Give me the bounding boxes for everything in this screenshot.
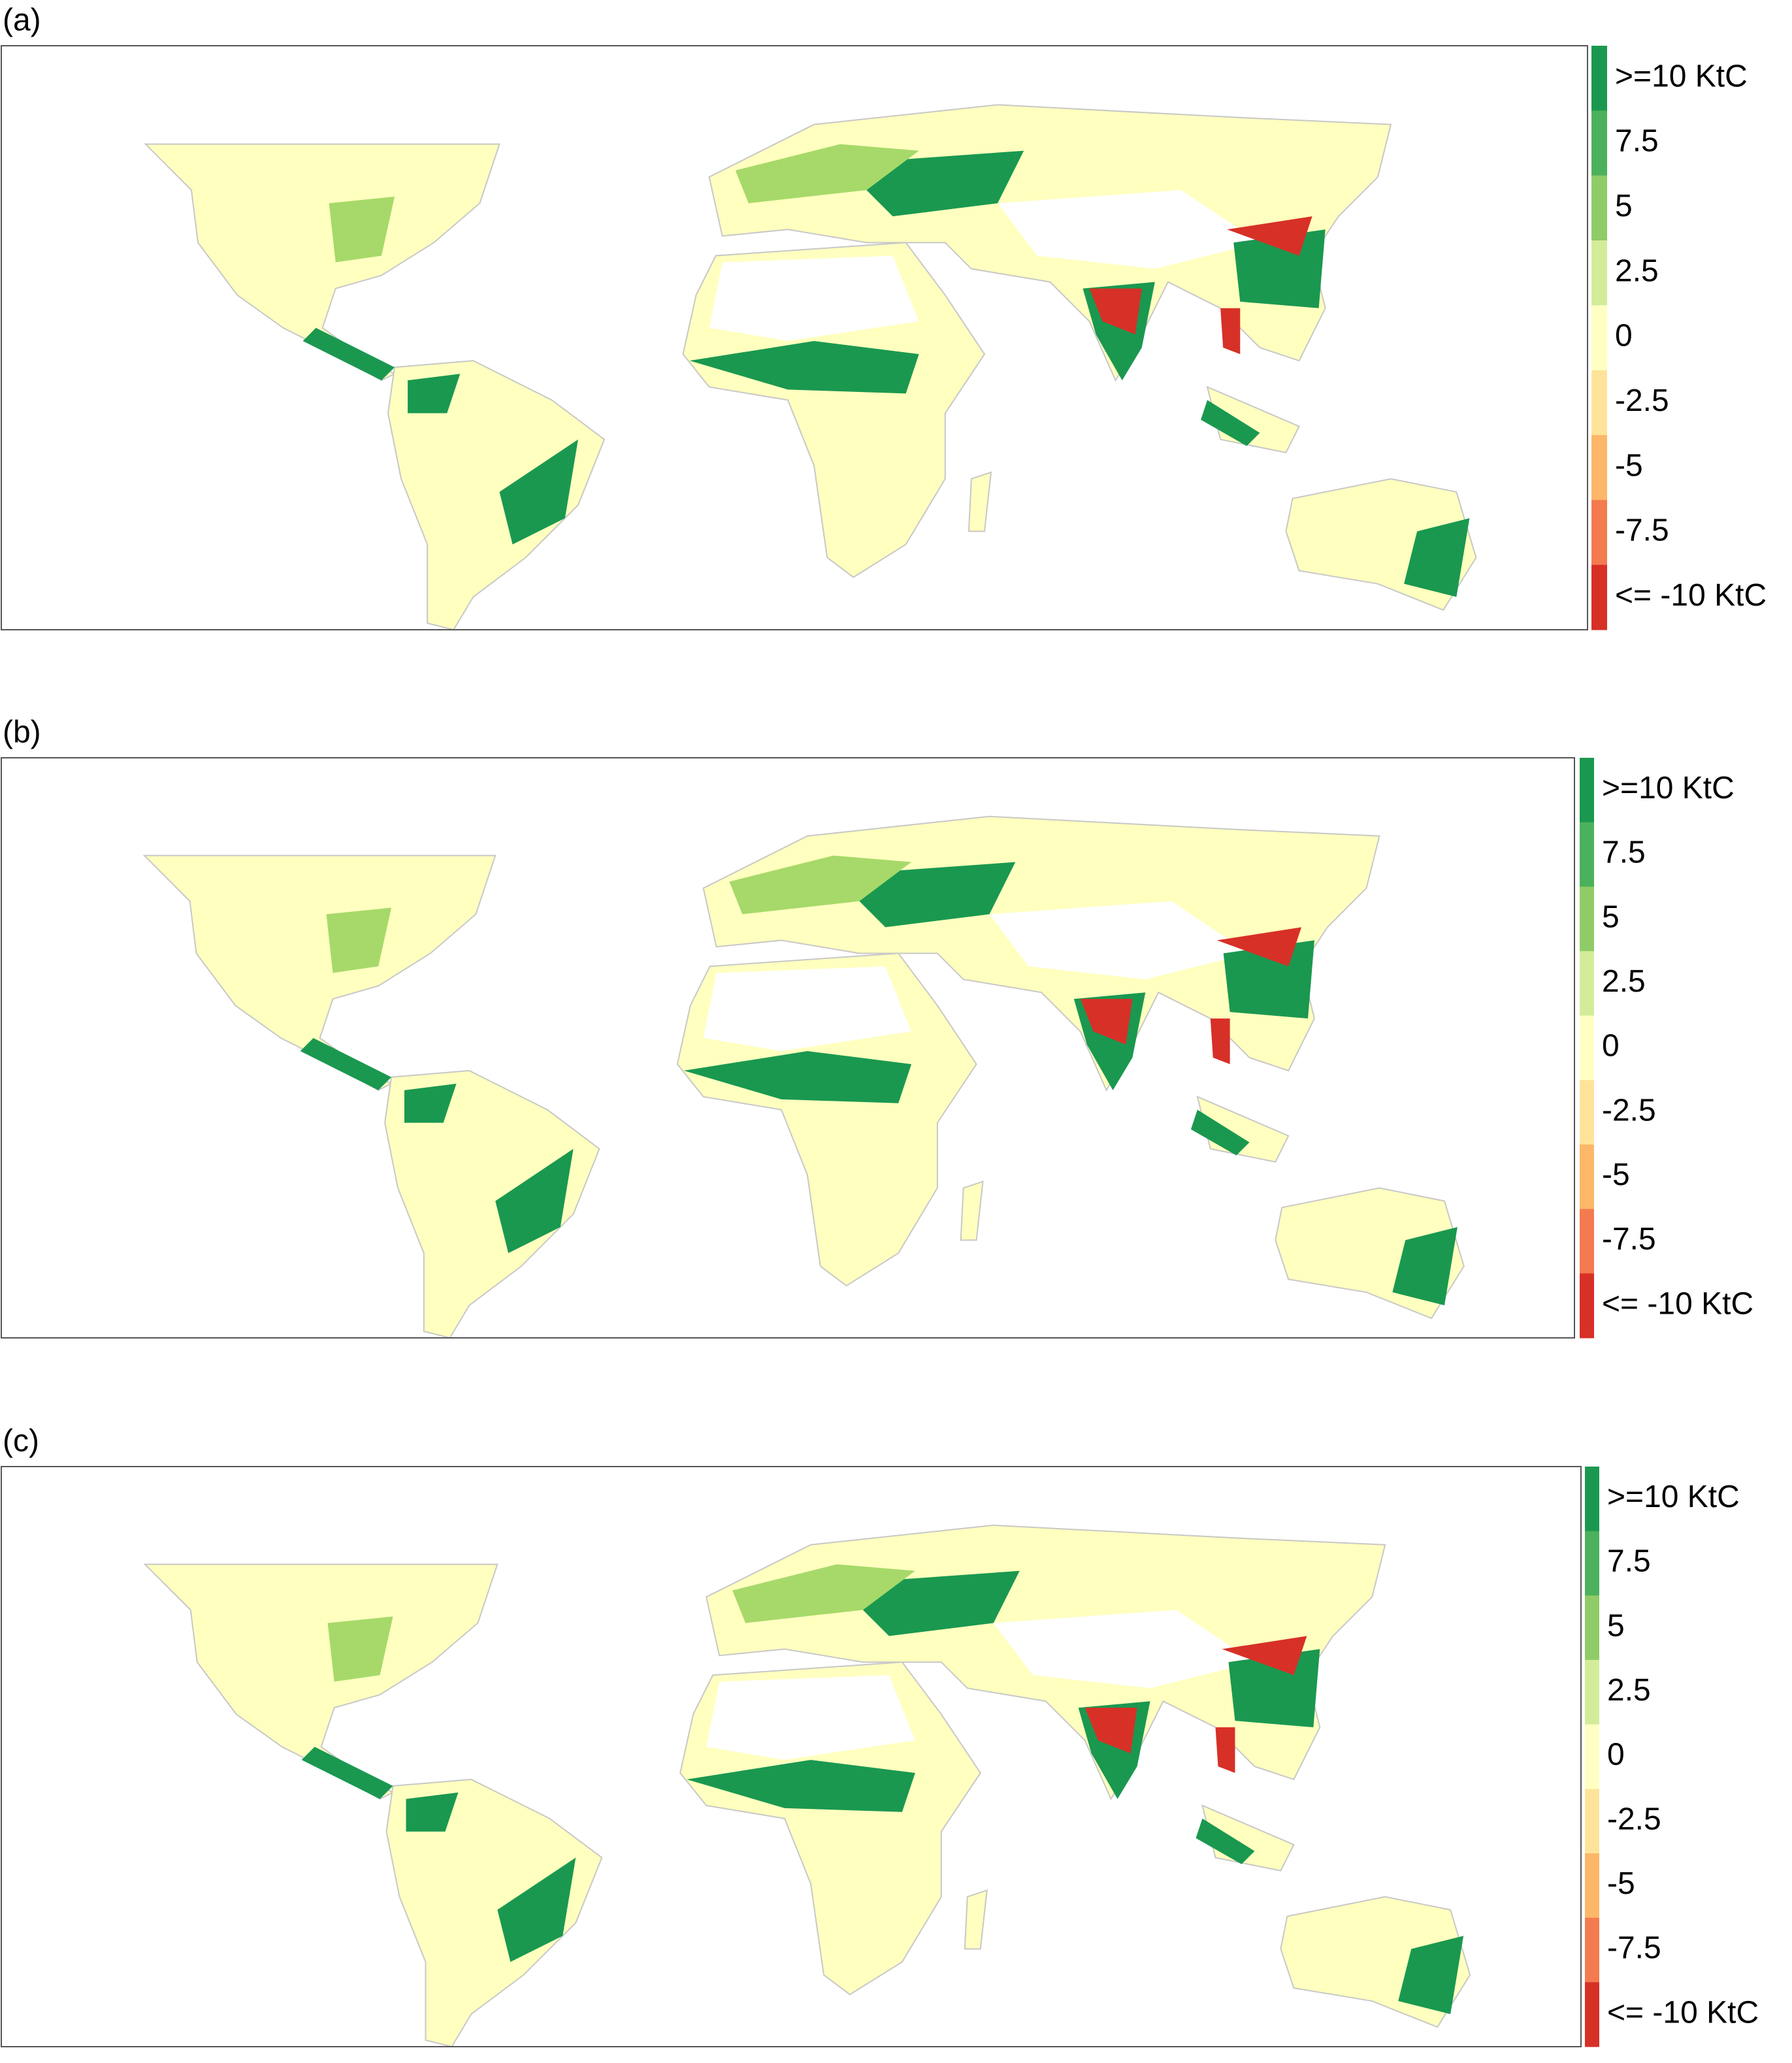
colorbar-bin <box>1591 175 1607 241</box>
colorbar-label: 7.5 <box>1615 124 1659 159</box>
colorbar-bin <box>1585 1853 1599 1919</box>
colorbar-label: 0 <box>1602 1029 1620 1064</box>
colorbar-label: 5 <box>1607 1608 1625 1643</box>
colorbar-label: >=10 KtC <box>1607 1480 1740 1514</box>
colorbar-bin <box>1585 1789 1599 1854</box>
colorbar-label: 2.5 <box>1607 1673 1651 1708</box>
colorbar-label: >=10 KtC <box>1602 771 1735 805</box>
colorbar-bin <box>1580 951 1594 1016</box>
colorbar-label: 7.5 <box>1602 836 1646 870</box>
colorbar-bin <box>1591 500 1607 566</box>
colorbar-bin <box>1591 305 1607 371</box>
colorbar-bin <box>1580 1209 1594 1274</box>
colorbar-bin <box>1585 1917 1599 1983</box>
colorbar-label: -5 <box>1602 1158 1630 1192</box>
colorbar-label: <= -10 KtC <box>1607 1995 1759 2030</box>
colorbar-bin <box>1580 1145 1594 1210</box>
colorbar-label: -5 <box>1615 448 1643 483</box>
colorbar-label: 7.5 <box>1607 1544 1651 1579</box>
colorbar-bin <box>1585 1660 1599 1725</box>
world-map <box>144 1524 1471 2047</box>
colorbar-label: 5 <box>1615 189 1633 223</box>
colorbar-bin <box>1580 1015 1594 1080</box>
colorbar-label: 0 <box>1607 1738 1625 1772</box>
map-panel: (c) >=10 KtC 7.5 5 2.5 0 -2.5 -5 -7.5 <= -10 KtC <box>1 1424 1759 2047</box>
colorbar-label: 5 <box>1602 900 1620 934</box>
colorbar-label: -7.5 <box>1615 513 1669 548</box>
map-frame <box>1 1466 1582 2047</box>
panel-label: (a) <box>3 3 41 38</box>
colorbar-bin <box>1580 886 1594 952</box>
colorbar-label: 2.5 <box>1602 964 1646 999</box>
colorbar-bin <box>1591 46 1607 111</box>
colorbar-bin <box>1580 758 1594 823</box>
colorbar-bin <box>1585 1724 1599 1789</box>
colorbar-bin <box>1580 1080 1594 1145</box>
panel-label: (c) <box>3 1424 39 1459</box>
colorbar-bin <box>1591 110 1607 176</box>
colorbar-label: -7.5 <box>1602 1222 1656 1257</box>
colorbar-bin <box>1585 1467 1599 1532</box>
colorbar-label: -2.5 <box>1607 1802 1661 1836</box>
colorbar-label: -7.5 <box>1607 1931 1661 1966</box>
colorbar-label: >=10 KtC <box>1615 59 1748 93</box>
colorbar-label: -2.5 <box>1602 1093 1656 1128</box>
world-map <box>144 104 1477 630</box>
colorbar-label: -2.5 <box>1615 383 1669 418</box>
colorbar-bin <box>1591 370 1607 436</box>
colorbar-label: -5 <box>1607 1866 1635 1901</box>
colorbar-label: 2.5 <box>1615 253 1659 288</box>
map-frame <box>1 757 1575 1339</box>
map-panel: (a) >=10 KtC 7.5 5 2.5 0 -2.5 -5 -7.5 <= -10 KtC <box>1 3 1767 630</box>
colorbar-bin <box>1585 1982 1599 2047</box>
colorbar-bin <box>1580 1273 1594 1339</box>
colorbar-label: 0 <box>1615 319 1633 353</box>
colorbar-bin <box>1580 822 1594 887</box>
map-panel: (b) >=10 KtC 7.5 5 2.5 0 -2.5 -5 -7.5 <= -10 KtC <box>1 715 1753 1339</box>
colorbar-bin <box>1585 1531 1599 1596</box>
colorbar-bin <box>1585 1595 1599 1661</box>
map-frame <box>1 45 1588 630</box>
world-map <box>143 815 1465 1338</box>
colorbar-bin <box>1591 240 1607 306</box>
colorbar-bin <box>1591 564 1607 630</box>
colorbar-bin <box>1591 435 1607 500</box>
colorbar-label: <= -10 KtC <box>1615 578 1767 613</box>
panel-label: (b) <box>3 715 41 750</box>
colorbar-label: <= -10 KtC <box>1602 1286 1753 1321</box>
